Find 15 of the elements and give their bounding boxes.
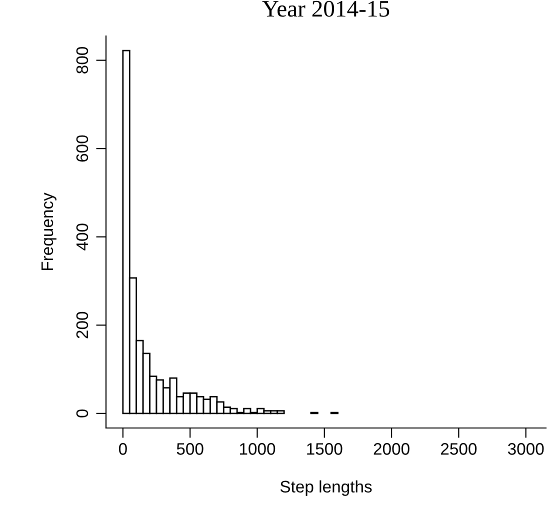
y-tick-label: 400: [76, 224, 88, 250]
y-tick-label: 200: [76, 312, 88, 338]
x-tick-label: 500: [176, 443, 204, 455]
x-tick-label: 2500: [441, 443, 477, 455]
x-tick-label: 1500: [307, 443, 342, 455]
x-tick-label: 1000: [240, 443, 276, 455]
y-tick-label: 600: [76, 135, 88, 162]
y-tick-label: 0: [76, 409, 88, 418]
x-tick-label: 2000: [374, 443, 410, 455]
y-axis-title: Frequency: [42, 192, 56, 270]
x-tick-label: 0: [118, 443, 127, 455]
x-axis-title: Step lengths: [280, 480, 372, 496]
y-tick-label: 800: [76, 47, 88, 74]
chart-title: Year 2014-15: [262, 0, 390, 17]
x-tick-label: 3000: [508, 443, 544, 455]
